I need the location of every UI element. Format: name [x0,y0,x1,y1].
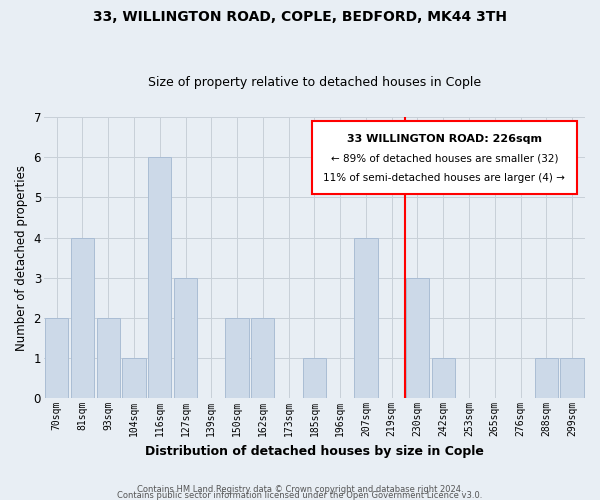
Bar [431,358,455,398]
Bar [45,318,68,398]
FancyBboxPatch shape [311,122,577,194]
Bar [535,358,558,398]
Bar [303,358,326,398]
X-axis label: Distribution of detached houses by size in Cople: Distribution of detached houses by size … [145,444,484,458]
Text: 11% of semi-detached houses are larger (4) →: 11% of semi-detached houses are larger (… [323,174,565,184]
Bar [174,278,197,398]
Bar [97,318,120,398]
Bar [148,157,172,398]
Bar [226,318,248,398]
Bar [406,278,429,398]
Text: 33, WILLINGTON ROAD, COPLE, BEDFORD, MK44 3TH: 33, WILLINGTON ROAD, COPLE, BEDFORD, MK4… [93,10,507,24]
Text: 33 WILLINGTON ROAD: 226sqm: 33 WILLINGTON ROAD: 226sqm [347,134,542,144]
Text: ← 89% of detached houses are smaller (32): ← 89% of detached houses are smaller (32… [331,154,558,164]
Bar [355,238,377,398]
Bar [560,358,584,398]
Bar [122,358,146,398]
Title: Size of property relative to detached houses in Cople: Size of property relative to detached ho… [148,76,481,90]
Text: Contains public sector information licensed under the Open Government Licence v3: Contains public sector information licen… [118,490,482,500]
Y-axis label: Number of detached properties: Number of detached properties [15,164,28,350]
Bar [71,238,94,398]
Text: Contains HM Land Registry data © Crown copyright and database right 2024.: Contains HM Land Registry data © Crown c… [137,484,463,494]
Bar [251,318,274,398]
